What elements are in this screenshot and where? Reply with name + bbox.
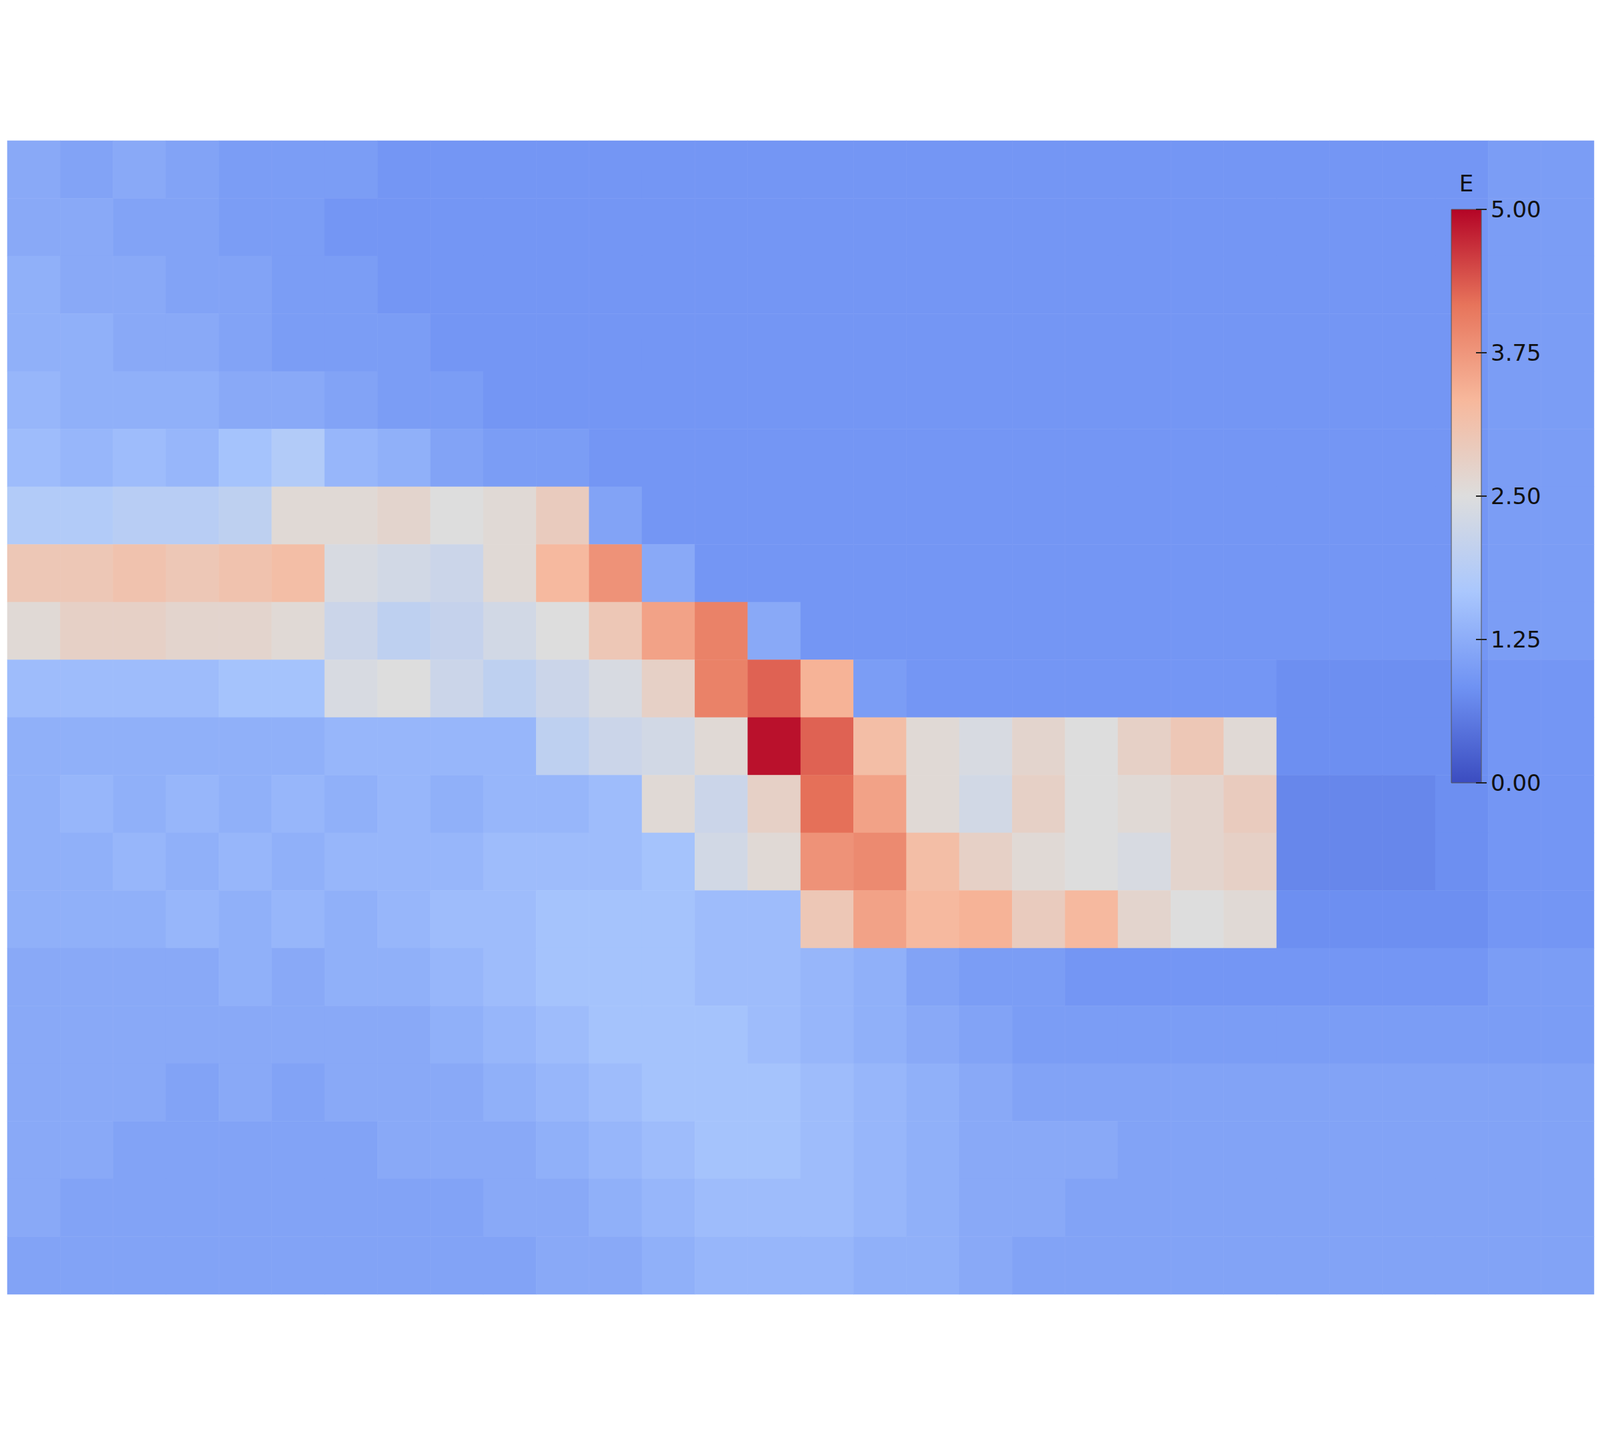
svg-text:2.50: 2.50 <box>1490 482 1542 510</box>
svg-text:3.75: 3.75 <box>1490 339 1542 366</box>
svg-text:0.00: 0.00 <box>1490 769 1542 796</box>
svg-text:5.00: 5.00 <box>1490 196 1542 223</box>
svg-text:1.25: 1.25 <box>1490 626 1542 653</box>
svg-text:E: E <box>1459 170 1474 197</box>
